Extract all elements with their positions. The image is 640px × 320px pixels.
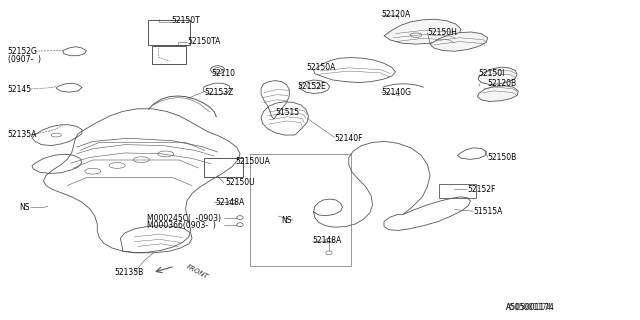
Text: 52150H: 52150H xyxy=(428,28,458,37)
Text: 52152E: 52152E xyxy=(298,82,326,91)
Bar xyxy=(204,158,243,177)
Text: 52145: 52145 xyxy=(8,85,32,94)
Text: 52153Z: 52153Z xyxy=(205,88,234,97)
Text: 52110: 52110 xyxy=(211,69,236,78)
Text: 52152G: 52152G xyxy=(8,47,38,56)
Polygon shape xyxy=(477,86,518,101)
Text: FRONT: FRONT xyxy=(186,264,209,280)
Text: (0907-  ): (0907- ) xyxy=(8,55,41,64)
Bar xyxy=(148,20,190,45)
Text: 51515: 51515 xyxy=(275,108,300,117)
Text: M000245C(  -0903): M000245C( -0903) xyxy=(147,214,221,223)
Bar xyxy=(250,154,351,266)
Bar xyxy=(439,184,476,198)
Text: 52135A: 52135A xyxy=(8,130,37,139)
Text: 52148A: 52148A xyxy=(312,236,342,245)
Polygon shape xyxy=(384,19,461,44)
Text: 52140F: 52140F xyxy=(335,134,364,143)
Text: 52120B: 52120B xyxy=(488,79,517,88)
Text: 52150T: 52150T xyxy=(172,16,200,25)
Text: 52148A: 52148A xyxy=(215,198,244,207)
Text: A505001174: A505001174 xyxy=(506,303,554,312)
Text: 52140G: 52140G xyxy=(381,88,412,97)
Polygon shape xyxy=(430,32,488,51)
Text: 52150I: 52150I xyxy=(479,69,505,78)
Text: 52150U: 52150U xyxy=(225,178,255,187)
Polygon shape xyxy=(478,67,517,84)
Text: NS: NS xyxy=(19,203,29,212)
Text: 52152F: 52152F xyxy=(467,185,495,194)
Bar xyxy=(152,46,186,64)
Text: 52150B: 52150B xyxy=(488,153,517,162)
Text: M000366(0903-  ): M000366(0903- ) xyxy=(147,221,216,230)
Text: 52120A: 52120A xyxy=(381,10,411,19)
Text: 52150UA: 52150UA xyxy=(236,157,270,166)
Text: NS: NS xyxy=(282,216,292,225)
Text: A505001174: A505001174 xyxy=(506,303,552,312)
Text: 52135B: 52135B xyxy=(114,268,143,277)
Text: 51515A: 51515A xyxy=(474,207,503,216)
Text: 52150A: 52150A xyxy=(306,63,335,72)
Text: 52150TA: 52150TA xyxy=(187,37,220,46)
